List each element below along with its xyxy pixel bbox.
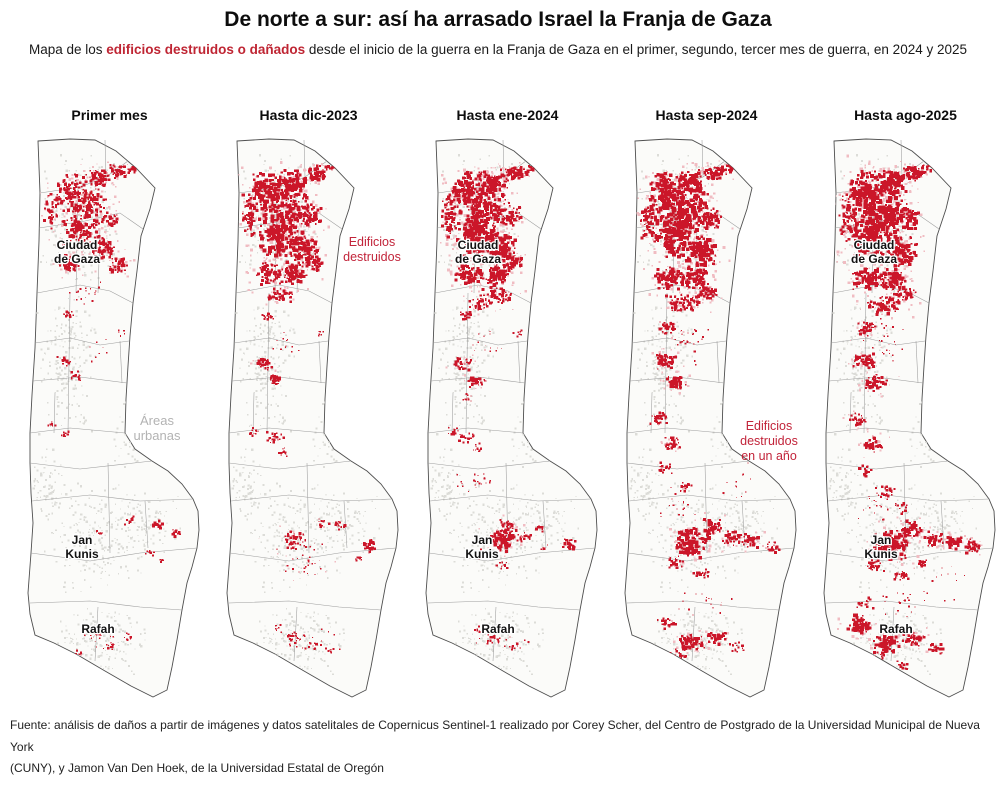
place-label: Ciudad — [57, 238, 98, 252]
map-title-2: Hasta dic-2023 — [259, 107, 358, 124]
map-column-3: Hasta ene-2024 Ciudad de Gaza Jan Kunis Rafa… — [408, 107, 607, 711]
source-line-1: Fuente: análisis de daños a partir de im… — [10, 718, 980, 754]
subtitle-suffix: desde el inicio de la guerra en la Franj… — [305, 42, 967, 58]
map-title-1: Primer mes — [71, 107, 148, 124]
place-label: Kunis — [465, 547, 499, 561]
place-label: Rafah — [81, 622, 114, 636]
map-title-5: Hasta ago-2025 — [854, 107, 957, 124]
header: De norte a sur: así ha arrasado Israel l… — [10, 8, 986, 57]
subtitle-prefix: Mapa de los — [29, 42, 107, 58]
place-label: Jan — [72, 533, 93, 547]
place-label: Ciudad — [458, 238, 499, 252]
annotation-label: destruidos — [343, 250, 401, 264]
annotation-label: en un año — [741, 449, 797, 463]
urban-areas-label: urbanas — [134, 428, 181, 443]
place-label: de Gaza — [54, 252, 100, 266]
map-column-5: Hasta ago-2025 Ciudad de Gaza Jan Kunis Rafa… — [806, 107, 996, 711]
small-multiples-row: Primer mes Ciudad de Gaza Áreas urbanas Jan K… — [10, 107, 996, 711]
destruction-dots — [43, 164, 181, 656]
source-note: Fuente: análisis de daños a partir de im… — [10, 715, 986, 780]
destruction-dots — [838, 162, 981, 671]
place-label: de Gaza — [851, 252, 897, 266]
destruction-dots — [640, 163, 781, 659]
subtitle: Mapa de los edificios destruidos o dañad… — [10, 42, 986, 57]
map-column-2: Hasta dic-2023 Edificios destruidos — [209, 107, 408, 711]
page-title: De norte a sur: así ha arrasado Israel l… — [224, 8, 772, 31]
source-line-2: (CUNY), y Jamon Van Den Hoek, de la Univ… — [10, 761, 384, 776]
map-column-4: Hasta sep-2024 Edificios destruidos en un … — [607, 107, 806, 711]
annotation-label: Edificios — [746, 419, 793, 433]
place-label: Rafah — [481, 622, 514, 636]
subtitle-highlight: edificios destruidos o dañados — [106, 42, 306, 58]
destruction-dots — [241, 164, 377, 654]
destruction-dots — [440, 162, 577, 651]
place-label: Ciudad — [854, 238, 895, 252]
place-label: Jan — [472, 533, 493, 547]
place-label: de Gaza — [455, 252, 501, 266]
strip-outline — [226, 138, 399, 698]
place-label: Rafah — [879, 622, 912, 636]
strip-outline — [27, 138, 200, 698]
place-label: Kunis — [864, 547, 898, 561]
place-label: Kunis — [65, 547, 99, 561]
strip-outline — [823, 138, 996, 698]
urban-areas-label: Áreas — [140, 413, 174, 428]
urban-areas-speckles — [231, 154, 381, 676]
annotation-label: destruidos — [740, 434, 798, 448]
map-title-4: Hasta sep-2024 — [655, 107, 758, 124]
map-column-1: Primer mes Ciudad de Gaza Áreas urbanas Jan K… — [10, 107, 209, 711]
footer: Fuente: análisis de daños a partir de im… — [10, 715, 986, 780]
annotation-label: Edificios — [349, 235, 396, 249]
map-title-3: Hasta ene-2024 — [456, 107, 559, 124]
place-label: Jan — [871, 533, 892, 547]
